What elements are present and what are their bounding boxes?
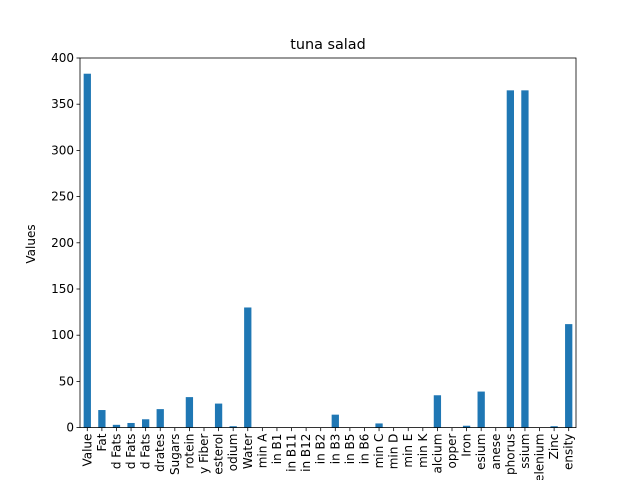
x-tick-label-30: ssium <box>518 434 532 469</box>
y-tick-label-3: 150 <box>51 282 74 296</box>
x-tick-label-28: anese <box>489 434 503 470</box>
bar-26 <box>462 425 471 428</box>
x-tick-label-1: Fat <box>95 433 109 451</box>
x-tick-label-7: rotein <box>182 434 196 469</box>
x-tick-label-15: in B12 <box>299 434 313 472</box>
x-tick-label-13: in B1 <box>270 434 284 465</box>
x-tick-label-14: in B11 <box>285 434 299 472</box>
bar-11 <box>244 307 252 428</box>
y-tick-label-8: 400 <box>51 51 74 65</box>
x-axis: Value Fat d Fats d Fats d Fats drates Sugars ro… <box>80 427 576 480</box>
x-tick-label-0: Value <box>80 434 94 467</box>
bar-7 <box>185 397 194 428</box>
x-tick-label-18: in B5 <box>343 434 357 465</box>
x-tick-label-19: in B6 <box>357 434 371 465</box>
y-tick-label-5: 250 <box>51 190 74 204</box>
bar-1 <box>98 410 106 428</box>
bars-group <box>83 73 573 428</box>
x-tick-label-32: Zinc <box>547 434 561 460</box>
bar-0 <box>83 73 91 428</box>
y-tick-label-6: 300 <box>51 143 74 157</box>
x-tick-label-6: Sugars <box>168 434 182 475</box>
y-axis-label: Values <box>24 224 38 263</box>
x-tick-label-23: min K <box>416 432 430 467</box>
x-tick-label-16: in B2 <box>314 434 328 465</box>
y-tick-label-4: 200 <box>51 236 74 250</box>
x-tick-label-11: Water <box>241 434 255 470</box>
x-tick-label-20: min C <box>372 434 386 469</box>
bar-9 <box>214 403 223 428</box>
x-tick-label-26: Iron <box>460 434 474 457</box>
y-tick-label-7: 350 <box>51 97 74 111</box>
y-axis: 0 50 100 150 200 250 300 350 400 <box>51 51 80 435</box>
x-tick-label-25: opper <box>445 434 459 469</box>
x-tick-label-2: d Fats <box>109 434 123 470</box>
x-tick-label-17: in B3 <box>328 434 342 465</box>
bar-27 <box>477 391 485 428</box>
x-tick-label-22: min E <box>401 434 415 468</box>
bar-4 <box>142 419 150 428</box>
bar-33 <box>565 324 573 428</box>
bar-2 <box>112 424 121 428</box>
x-tick-label-33: ensity <box>562 434 576 470</box>
bar-5 <box>156 409 164 428</box>
bar-30 <box>521 90 529 428</box>
bar-20 <box>375 423 383 428</box>
x-tick-label-27: esium <box>474 434 488 470</box>
bar-32 <box>550 426 558 428</box>
bar-10 <box>229 426 237 428</box>
bar-3 <box>127 422 135 428</box>
x-tick-label-24: alcium <box>430 434 444 474</box>
x-tick-label-31: elenium <box>533 434 547 480</box>
y-tick-label-0: 0 <box>66 421 74 435</box>
x-tick-label-12: min A <box>255 433 269 468</box>
bar-29 <box>506 90 514 428</box>
bar-24 <box>433 395 442 428</box>
y-tick-label-1: 50 <box>59 374 74 388</box>
x-tick-label-8: y Fiber <box>197 434 211 474</box>
x-tick-label-21: min D <box>387 434 401 470</box>
x-tick-label-3: d Fats <box>124 434 138 470</box>
x-tick-label-10: odium <box>226 434 240 472</box>
x-tick-label-4: d Fats <box>139 434 153 470</box>
x-tick-label-29: phorus <box>503 434 517 475</box>
bar-17 <box>331 414 339 428</box>
x-tick-label-5: drates <box>153 434 167 472</box>
y-tick-label-2: 100 <box>51 328 74 342</box>
chart-title: tuna salad <box>290 37 366 53</box>
plot-frame <box>79 57 577 429</box>
x-tick-label-9: esterol <box>212 434 226 475</box>
